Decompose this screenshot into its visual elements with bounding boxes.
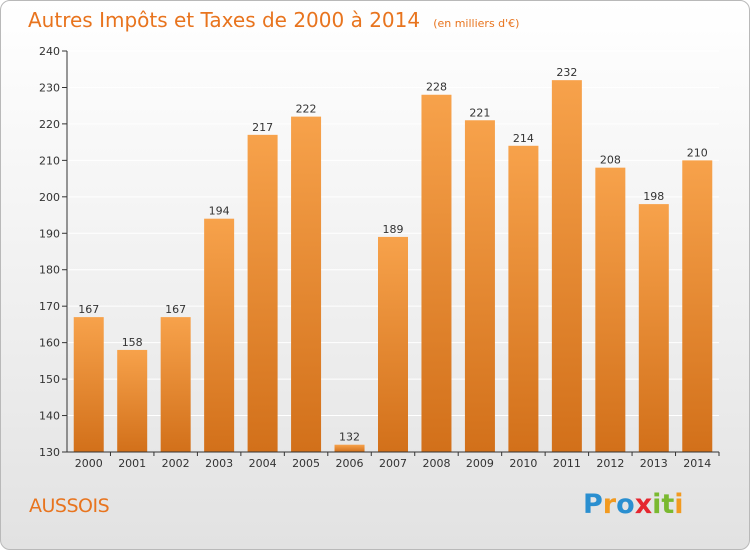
y-tick-label: 170 (39, 300, 60, 313)
x-tick-label: 2002 (162, 457, 190, 470)
x-tick-label: 2000 (75, 457, 103, 470)
logo-letter-t: t (661, 489, 675, 520)
bar (551, 80, 582, 452)
x-tick-label: 2014 (683, 457, 711, 470)
data-label: 222 (296, 103, 317, 116)
bar (421, 94, 452, 452)
bar (508, 145, 539, 453)
chart-title-main: Autres Impôts et Taxes de 2000 à 2014 (28, 8, 420, 32)
y-tick-label: 220 (39, 118, 60, 131)
proxiti-logo: Proxiti (583, 489, 684, 520)
x-tick-label: 2006 (336, 457, 364, 470)
data-label: 132 (339, 431, 360, 444)
logo-letter-r: r (602, 489, 617, 520)
bars: 167 158 167 194 217 222 132 189 228 221 214 232 208 1… (73, 66, 713, 453)
chart-title-unit: (en milliers d'€) (433, 17, 519, 30)
x-tick-label: 2001 (118, 457, 146, 470)
y-tick-label: 240 (39, 45, 60, 58)
bar (682, 160, 713, 452)
x-tick-label: 2004 (249, 457, 277, 470)
logo-letter-i: i (652, 489, 662, 520)
y-tick-label: 190 (39, 227, 60, 240)
axes: 130 140 150 160 170 180 190 200 210 220 230 240 2000… (39, 45, 720, 470)
bar (247, 134, 278, 452)
logo-letter-p: P (583, 489, 603, 520)
x-tick-label: 2008 (422, 457, 450, 470)
y-tick-label: 230 (39, 81, 60, 94)
bar (378, 236, 408, 452)
bar (464, 120, 495, 452)
y-tick-label: 160 (39, 337, 60, 350)
logo-letter-x: x (634, 489, 653, 520)
chart-title: Autres Impôts et Taxes de 2000 à 2014 (e… (28, 8, 519, 32)
x-tick-label: 2009 (466, 457, 494, 470)
data-label: 228 (426, 81, 447, 94)
bar (334, 444, 365, 452)
data-label: 198 (643, 190, 664, 203)
y-tick-label: 210 (39, 154, 60, 167)
y-tick-label: 150 (39, 373, 60, 386)
x-tick-label: 2007 (379, 457, 407, 470)
x-tick-label: 2011 (553, 457, 581, 470)
bar (291, 116, 322, 453)
x-tick-label: 2013 (640, 457, 668, 470)
commune-name: AUSSOIS (29, 495, 110, 517)
data-label: 194 (209, 205, 230, 218)
x-tick-label: 2003 (205, 457, 233, 470)
x-tick-label: 2012 (596, 457, 624, 470)
logo-letter-o: o (616, 489, 635, 520)
data-label: 221 (469, 106, 490, 119)
bar (160, 317, 191, 452)
data-label: 214 (513, 132, 534, 145)
data-label: 158 (122, 336, 143, 349)
data-label: 167 (78, 303, 99, 316)
data-label: 167 (165, 303, 186, 316)
data-label: 208 (600, 154, 621, 167)
x-tick-label: 2010 (509, 457, 537, 470)
logo-letter-i: i (674, 489, 684, 520)
data-label: 217 (252, 121, 273, 134)
x-tick-label: 2005 (292, 457, 320, 470)
data-label: 210 (687, 146, 708, 159)
bar (117, 349, 148, 452)
bar (638, 204, 669, 452)
bar (73, 317, 104, 452)
y-tick-label: 130 (39, 446, 60, 459)
bar (595, 167, 626, 452)
y-tick-label: 180 (39, 264, 60, 277)
y-tick-label: 200 (39, 191, 60, 204)
y-tick-label: 140 (39, 410, 60, 423)
bar (204, 218, 235, 452)
data-label: 232 (556, 66, 577, 79)
data-label: 189 (383, 223, 404, 236)
